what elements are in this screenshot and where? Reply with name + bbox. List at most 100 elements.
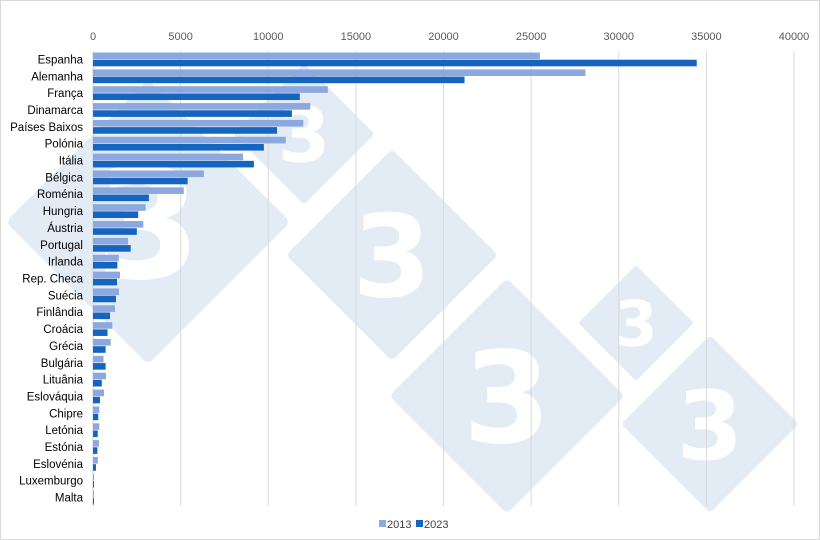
x-tick-label: 40000 [779, 31, 810, 43]
bar-2023 [93, 110, 292, 117]
category-label: Malta [55, 493, 84, 505]
watermark-diamond-icon: 3 [288, 151, 496, 359]
category-label: Portugal [40, 240, 83, 252]
bar-2013 [93, 153, 244, 161]
category-label: Eslovénia [33, 459, 83, 471]
bar-2013 [93, 170, 204, 178]
bar-2023 [93, 396, 101, 404]
svg-text:3: 3 [614, 288, 657, 361]
bar-2013 [93, 406, 100, 414]
bar-2013 [93, 305, 115, 312]
bar-2023 [93, 76, 465, 84]
bar-2023 [93, 497, 94, 505]
bar-2023 [93, 312, 110, 320]
category-label: Polónia [45, 139, 84, 151]
category-label: Estónia [45, 442, 84, 454]
bar-2013 [93, 456, 98, 464]
category-label: Letónia [45, 425, 83, 437]
bar-2023 [93, 93, 300, 101]
bar-2023 [93, 59, 697, 67]
bar-2023 [93, 160, 254, 168]
category-label: Itália [59, 156, 84, 168]
bar-2023 [93, 261, 118, 269]
bar-2013 [93, 490, 94, 498]
x-tick-label: 20000 [428, 31, 459, 43]
svg-text:3: 3 [677, 370, 743, 482]
bar-2023 [93, 127, 278, 134]
bar-2023 [93, 177, 188, 185]
category-label: Bélgica [45, 172, 83, 184]
bar-2013 [93, 288, 119, 296]
category-label: Chipre [49, 408, 83, 420]
bar-2013 [93, 372, 106, 380]
legend-label-2013: 2013 [387, 519, 411, 531]
bar-2013 [93, 423, 100, 430]
bar-2013 [93, 355, 104, 363]
category-label: Luxemburgo [19, 476, 83, 488]
x-tick-label: 25000 [516, 31, 547, 43]
x-tick-label: 0 [90, 31, 96, 43]
legend-label-2023: 2023 [424, 519, 448, 531]
bar-2023 [93, 413, 99, 421]
bar-2013 [93, 103, 311, 110]
category-label: Espanha [38, 54, 84, 66]
category-label: Áustria [47, 222, 83, 235]
category-label: Bulgária [41, 358, 84, 370]
category-label: Suécia [48, 290, 84, 302]
category-label: Croácia [43, 324, 83, 336]
watermark-diamond-icon: 3 [391, 280, 623, 512]
bar-2013 [93, 473, 95, 481]
watermark-diamond-icon: 3 [622, 336, 798, 512]
x-axis-ticks: 0 5000 10000 15000 20000 25000 30000 35000 40000 [90, 31, 809, 43]
bar-2023 [93, 228, 137, 235]
bar-2023 [93, 346, 106, 353]
bar-2013 [93, 204, 146, 211]
bar-2013 [93, 136, 286, 144]
bar-2023 [93, 379, 102, 387]
bar-2023 [93, 278, 118, 286]
category-label: Lituânia [43, 375, 84, 387]
x-tick-label: 10000 [253, 31, 284, 43]
bar-2013 [93, 237, 129, 245]
bar-2023 [93, 447, 98, 454]
svg-text:3: 3 [352, 191, 431, 324]
bar-2023 [93, 430, 98, 438]
category-label: Roménia [37, 189, 84, 201]
bar-2013 [93, 221, 144, 228]
bar-2023 [93, 295, 116, 303]
category-label: Alemanha [31, 71, 83, 83]
category-label: Rep. Checa [22, 274, 83, 286]
category-label: Eslováquia [27, 391, 84, 403]
svg-text:3: 3 [463, 325, 551, 472]
bar-2023 [93, 464, 96, 471]
x-tick-label: 30000 [603, 31, 634, 43]
x-tick-label: 35000 [691, 31, 722, 43]
legend-swatch-2013 [379, 520, 386, 527]
bar-2013 [93, 254, 119, 262]
bar-2013 [93, 389, 105, 397]
bar-2013 [93, 69, 586, 76]
category-label: França [47, 88, 83, 100]
bar-2013 [93, 52, 540, 60]
bar-2013 [93, 271, 120, 279]
bar-2023 [93, 245, 131, 252]
legend: 2013 2023 [379, 519, 448, 531]
bar-2023 [93, 329, 108, 336]
bar-2023 [93, 481, 94, 488]
bar-2023 [93, 194, 149, 202]
category-label: Irlanda [48, 257, 84, 269]
bar-2023 [93, 363, 106, 370]
bar-2013 [93, 440, 99, 447]
category-label: Grécia [49, 341, 83, 353]
category-label: Finlândia [36, 307, 83, 319]
bar-2013 [93, 187, 184, 194]
x-tick-label: 15000 [341, 31, 372, 43]
watermark-diamond-icon: 3 [579, 266, 693, 380]
category-label: Hungria [43, 206, 84, 218]
x-tick-label: 5000 [168, 31, 192, 43]
bar-2013 [93, 119, 304, 127]
legend-swatch-2023 [416, 520, 423, 527]
bars [93, 52, 697, 505]
category-labels: Espanha Alemanha França Dinamarca Países Bai… [10, 54, 83, 504]
